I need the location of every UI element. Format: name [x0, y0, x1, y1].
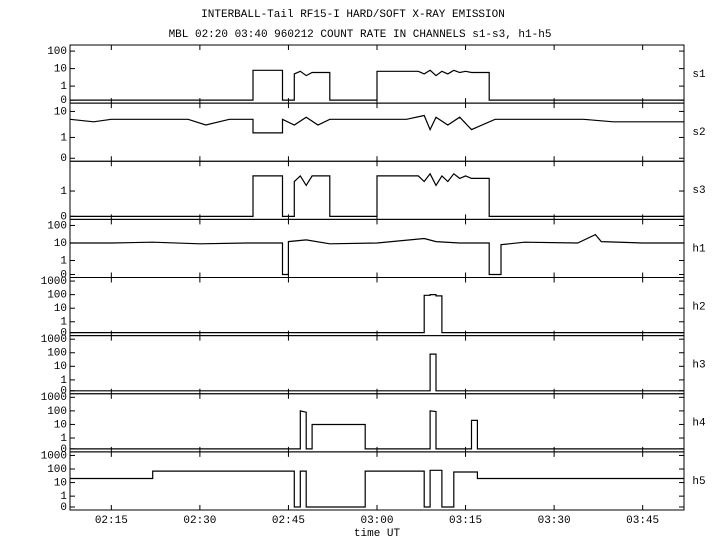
y-tick-label: 0	[60, 269, 67, 281]
count-rate-line	[70, 69, 684, 101]
channel-label: h5	[692, 476, 705, 488]
y-tick-label: 1	[60, 491, 67, 503]
y-tick-label: 1	[60, 317, 67, 329]
channel-label: h3	[692, 360, 705, 372]
chart-title: INTERBALL-Tail RF15-I HARD/SOFT X-RAY EM…	[201, 9, 505, 21]
y-tick-label: 0	[60, 328, 67, 340]
y-tick-label: 0	[60, 386, 67, 398]
chart-subtitle: MBL 02:20 03:40 960212 COUNT RATE IN CHA…	[169, 29, 552, 41]
y-tick-label: 1	[60, 186, 67, 198]
channel-label: h1	[692, 243, 706, 255]
x-tick-label: 03:30	[538, 515, 571, 527]
y-tick-label: 0	[60, 153, 67, 165]
count-rate-line	[69, 114, 684, 134]
x-tick-label: 02:45	[272, 515, 305, 527]
y-tick-label: 1	[60, 255, 67, 267]
y-tick-label: 10	[54, 238, 67, 250]
y-tick-label: 100	[47, 348, 67, 360]
y-tick-label: 10	[54, 303, 67, 315]
y-tick-label: 1	[60, 375, 67, 387]
y-tick-label: 0	[60, 211, 67, 223]
y-tick-label: 0	[60, 444, 67, 456]
y-tick-label: 10	[54, 361, 67, 373]
y-tick-label: 1	[60, 433, 67, 445]
count-rate-line	[70, 172, 684, 217]
x-tick-label: 03:00	[360, 515, 393, 527]
y-tick-label: 100	[47, 220, 67, 232]
y-tick-label: 100	[47, 46, 67, 58]
y-tick-label: 1	[60, 132, 67, 144]
count-rate-line	[70, 233, 684, 276]
count-rate-line	[70, 294, 684, 334]
y-tick-label: 1000	[41, 392, 67, 404]
y-tick-label: 100	[47, 464, 67, 476]
y-tick-label: 1000	[41, 276, 67, 288]
channel-label: s1	[692, 69, 706, 81]
count-rate-line	[70, 353, 684, 392]
y-tick-label: 100	[47, 290, 67, 302]
x-tick-label: 02:30	[183, 515, 216, 527]
count-rate-line	[70, 469, 684, 508]
channel-label: h4	[692, 418, 706, 430]
y-tick-label: 0	[60, 502, 67, 514]
y-tick-label: 10	[54, 64, 67, 76]
channel-label: s3	[692, 185, 705, 197]
x-axis-label: time UT	[354, 528, 401, 540]
x-tick-label: 03:15	[449, 515, 482, 527]
y-tick-label: 0	[60, 95, 67, 107]
y-tick-label: 1000	[41, 450, 67, 462]
y-tick-label: 10	[54, 106, 67, 118]
y-tick-label: 100	[47, 406, 67, 418]
channel-label: h2	[692, 301, 705, 313]
x-tick-label: 02:15	[95, 515, 128, 527]
y-tick-label: 10	[54, 477, 67, 489]
y-tick-label: 1	[60, 81, 67, 93]
count-rate-line	[70, 410, 684, 450]
y-tick-label: 10	[54, 419, 67, 431]
x-tick-label: 03:45	[626, 515, 659, 527]
y-tick-label: 1000	[41, 334, 67, 346]
channel-label: s2	[692, 127, 705, 139]
